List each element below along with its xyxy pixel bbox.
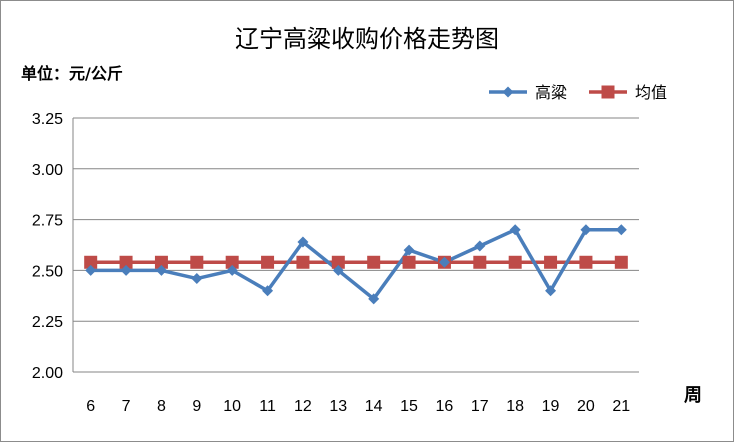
y-tick-label: 2.75 bbox=[32, 213, 63, 230]
data-point-1 bbox=[154, 255, 168, 269]
y-tick-label: 3.25 bbox=[32, 111, 63, 128]
data-point-0 bbox=[85, 264, 97, 276]
data-point-1 bbox=[331, 255, 345, 269]
y-tick-label: 2.25 bbox=[32, 314, 63, 331]
series-line-0 bbox=[90, 228, 622, 301]
x-tick-label: 10 bbox=[223, 398, 241, 415]
x-tick-label: 18 bbox=[506, 398, 524, 415]
y-tick-labels: 2.00 2.25 2.50 2.75 3.00 3.25 bbox=[32, 111, 63, 382]
data-point-0 bbox=[297, 236, 309, 248]
data-point-1 bbox=[614, 255, 628, 269]
data-point-1 bbox=[225, 255, 239, 269]
data-point-0 bbox=[368, 293, 380, 305]
data-point-0 bbox=[545, 285, 557, 297]
data-point-1 bbox=[84, 255, 98, 269]
x-tick-label: 12 bbox=[294, 398, 312, 415]
x-tick-label: 17 bbox=[471, 398, 489, 415]
data-point-0 bbox=[580, 224, 592, 236]
x-tick-label: 11 bbox=[259, 398, 276, 415]
data-point-1 bbox=[473, 255, 487, 269]
gridlines bbox=[72, 117, 639, 373]
x-tick-label: 8 bbox=[157, 398, 166, 415]
x-tick-label: 19 bbox=[542, 398, 560, 415]
data-point-1 bbox=[402, 255, 416, 269]
data-point-0 bbox=[226, 264, 238, 276]
data-point-1 bbox=[544, 255, 558, 269]
legend-marker bbox=[502, 86, 514, 98]
legend-marker bbox=[601, 85, 615, 99]
x-tick-labels: 6 7 8 9 10 11 12 13 14 15 16 17 18 19 20 21 bbox=[86, 398, 630, 415]
data-point-1 bbox=[296, 255, 310, 269]
legend-label: 高粱 bbox=[535, 83, 567, 102]
x-tick-label: 16 bbox=[436, 398, 454, 415]
y-tick-label: 3.00 bbox=[32, 162, 63, 179]
y-tick-label: 2.00 bbox=[32, 365, 63, 382]
data-point-0 bbox=[120, 264, 132, 276]
x-tick-label: 15 bbox=[400, 398, 418, 415]
x-tick-label: 13 bbox=[329, 398, 347, 415]
unit-label: 单位：元/公斤 bbox=[21, 64, 123, 83]
data-point-0 bbox=[155, 264, 167, 276]
x-axis-label: 周 bbox=[684, 385, 702, 406]
data-point-1 bbox=[119, 255, 133, 269]
data-point-0 bbox=[438, 256, 450, 268]
series-group bbox=[84, 224, 628, 305]
x-tick-label: 7 bbox=[122, 398, 131, 415]
data-point-0 bbox=[262, 285, 274, 297]
data-point-0 bbox=[474, 240, 486, 252]
data-point-1 bbox=[261, 255, 275, 269]
data-point-0 bbox=[509, 224, 521, 236]
data-point-0 bbox=[615, 224, 627, 236]
y-tick-label: 2.50 bbox=[32, 263, 63, 280]
data-point-0 bbox=[403, 244, 415, 256]
x-tick-label: 14 bbox=[365, 398, 383, 415]
x-tick-label: 6 bbox=[86, 398, 95, 415]
chart-title: 辽宁高粱收购价格走势图 bbox=[235, 25, 499, 53]
x-tick-label: 9 bbox=[192, 398, 201, 415]
data-point-1 bbox=[367, 255, 381, 269]
data-point-0 bbox=[332, 264, 344, 276]
data-point-1 bbox=[190, 255, 204, 269]
legend: 高粱 均值 bbox=[489, 83, 667, 102]
x-tick-label: 20 bbox=[577, 398, 595, 415]
data-point-0 bbox=[191, 273, 203, 285]
data-point-1 bbox=[508, 255, 522, 269]
x-tick-label: 21 bbox=[612, 398, 630, 415]
legend-label: 均值 bbox=[635, 83, 667, 102]
data-point-1 bbox=[579, 255, 593, 269]
